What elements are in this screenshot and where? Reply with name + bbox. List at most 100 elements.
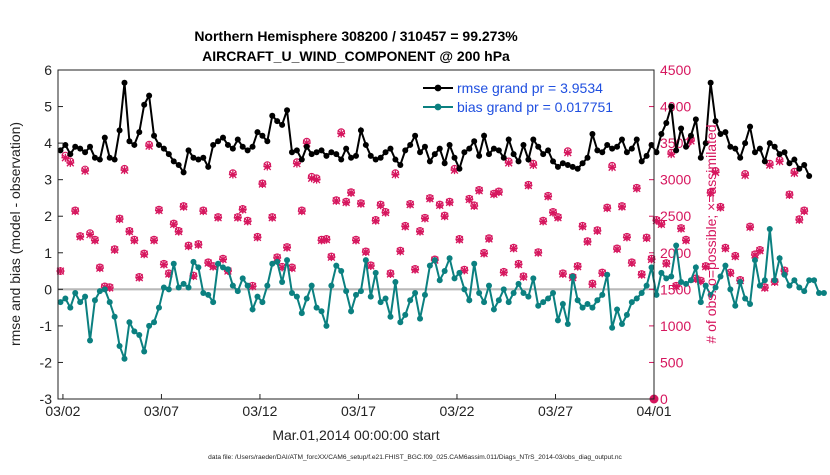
obs-assimilated-marker [716, 203, 725, 212]
rmse-marker [589, 130, 596, 137]
bias-marker [77, 299, 84, 306]
rmse-marker [766, 140, 773, 147]
left-tick-label: 4 [44, 135, 52, 151]
obs-assimilated-marker [632, 184, 641, 193]
obs-assimilated-marker [465, 195, 474, 204]
bias-marker [62, 295, 69, 302]
bias-marker [303, 295, 310, 302]
rmse-marker [678, 125, 685, 132]
bias-marker [594, 297, 601, 304]
rmse-marker [274, 118, 281, 125]
rmse-marker [673, 147, 680, 154]
rmse-marker [545, 147, 552, 154]
obs-assimilated-marker [61, 153, 70, 162]
obs-assimilated-marker [307, 174, 316, 183]
rmse-marker [618, 136, 625, 143]
bias-marker [200, 289, 207, 296]
legend: rmse grand pr = 3.9534 bias grand pr = 0… [423, 80, 613, 115]
rmse-marker [308, 151, 315, 158]
bias-marker [604, 271, 611, 278]
rmse-marker [367, 152, 374, 159]
rmse-marker [540, 151, 547, 158]
obs-assimilated-marker [238, 205, 247, 214]
bias-marker [786, 282, 793, 289]
obs-assimilated-marker [524, 181, 533, 190]
obs-assimilated-marker [322, 235, 331, 244]
rmse-marker [653, 149, 660, 156]
rmse-marker [402, 147, 409, 154]
obs-assimilated-marker [312, 175, 321, 184]
bias-marker [392, 279, 399, 286]
obs-assimilated-marker [287, 264, 296, 273]
rmse-marker [490, 145, 497, 152]
obs-assimilated-marker [647, 255, 656, 264]
rmse-marker [525, 156, 532, 163]
rmse-marker [658, 130, 665, 137]
rmse-marker [293, 147, 300, 154]
bias-marker [554, 317, 561, 324]
bias-marker [584, 300, 591, 307]
rmse-marker [244, 147, 251, 154]
rmse-marker [357, 127, 364, 134]
bias-marker [338, 268, 345, 275]
rmse-marker [594, 147, 601, 154]
rmse-marker [195, 156, 202, 163]
rmse-marker [663, 120, 670, 127]
rmse-marker [505, 136, 512, 143]
bias-marker [101, 286, 108, 293]
rmse-marker [633, 136, 640, 143]
obs-assimilated-marker [356, 199, 365, 208]
obs-assimilated-marker [258, 180, 267, 189]
bias-marker [535, 302, 542, 309]
bias-marker [426, 262, 433, 269]
bias-marker [461, 286, 468, 293]
bias-marker [796, 284, 803, 291]
obs-assimilated-marker [194, 240, 203, 249]
bias-marker [456, 269, 463, 276]
rmse-marker [136, 129, 143, 136]
bias-marker [618, 321, 625, 328]
rmse-marker [96, 156, 103, 163]
obs-assimilated-marker [105, 283, 114, 292]
rmse-marker [392, 156, 399, 163]
bias-marker [766, 226, 773, 233]
obs-assimilated-marker [455, 235, 464, 244]
bias-marker [357, 288, 364, 295]
bias-marker [466, 297, 473, 304]
bias-marker [540, 299, 547, 306]
rmse-marker [333, 151, 340, 158]
rmse-marker [210, 141, 217, 148]
obs-assimilated-marker [544, 192, 553, 201]
obs-assimilated-marker [416, 227, 425, 236]
obs-assimilated-marker [145, 142, 154, 151]
obs-assimilated-marker [775, 157, 784, 166]
obs-assimilated-marker [435, 201, 444, 210]
obs-assimilated-marker [347, 188, 356, 197]
rmse-marker [786, 160, 793, 167]
obs-assimilated-marker [627, 259, 636, 268]
rmse-marker [151, 132, 158, 139]
bias-marker [663, 275, 670, 282]
obs-assimilated-marker [534, 248, 543, 257]
obs-assimilated-marker [273, 253, 282, 262]
bias-marker [175, 284, 182, 291]
obs-assimilated-marker [150, 236, 159, 245]
rmse-marker [313, 149, 320, 156]
bias-marker [165, 286, 172, 293]
bias-marker [96, 288, 103, 295]
x-tick-label: 03/07 [144, 403, 179, 419]
obs-assimilated-marker [411, 265, 420, 274]
obs-assimilated-marker [125, 227, 134, 236]
bias-marker [559, 300, 566, 307]
rmse-marker [180, 169, 187, 176]
bias-marker [820, 289, 827, 296]
obs-assimilated-marker [588, 280, 597, 289]
bias-marker [761, 277, 768, 284]
bias-marker [382, 295, 389, 302]
obs-assimilated-marker [81, 166, 90, 175]
bias-marker [707, 291, 714, 298]
right-tick-label: 4500 [660, 62, 691, 78]
bias-marker [569, 273, 576, 280]
